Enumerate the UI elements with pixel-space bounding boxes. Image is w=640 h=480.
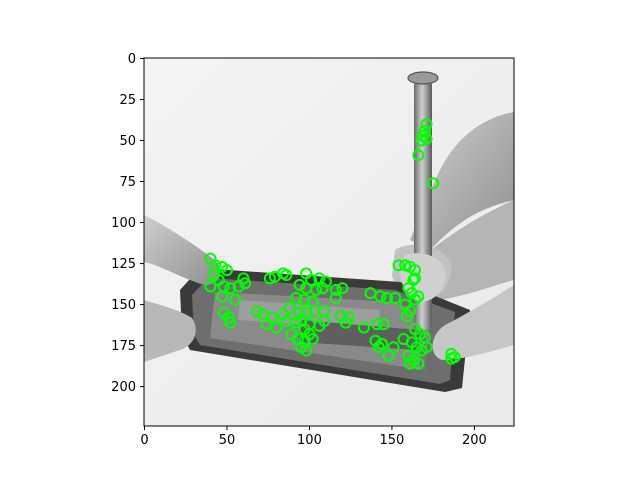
keypoint-marker (298, 293, 311, 306)
plot-frame (143, 57, 515, 427)
x-tick-label: 0 (140, 433, 148, 448)
keypoint-marker (280, 269, 293, 282)
x-tick-label: 100 (297, 433, 322, 448)
y-axis-ticks: 0 25 50 75 100 125 150 175 200 (111, 52, 144, 395)
y-tick-label: 25 (119, 93, 136, 108)
keypoint-marker (357, 321, 370, 334)
keypoint-marker (306, 333, 319, 346)
x-tick-label: 50 (219, 433, 236, 448)
keypoint-marker (224, 282, 237, 295)
keypoint-marker (397, 333, 410, 346)
keypoint-marker (300, 344, 313, 357)
keypoint-marker (336, 282, 349, 295)
keypoint-marker (412, 290, 425, 303)
keypoint-marker (220, 264, 233, 277)
keypoint-marker (270, 321, 283, 334)
keypoint-marker (389, 292, 402, 305)
keypoint-marker (310, 283, 323, 296)
keypoint-marker (412, 149, 425, 162)
keypoint-marker (405, 287, 418, 300)
keypoint-marker (293, 278, 306, 291)
keypoint-marker (392, 259, 405, 272)
keypoint-marker (316, 282, 329, 295)
y-tick-label: 0 (128, 52, 136, 67)
keypoint-marker (290, 316, 303, 329)
keypoint-marker (404, 357, 417, 370)
keypoint-marker (229, 293, 242, 306)
keypoint-marker (318, 315, 331, 327)
x-tick-label: 150 (380, 433, 405, 448)
y-tick-label: 175 (111, 339, 136, 354)
keypoint-marker (376, 337, 389, 350)
y-tick-label: 125 (111, 257, 136, 272)
keypoint-marker (319, 275, 332, 288)
keypoint-marker (420, 118, 433, 131)
keypoint-marker (283, 301, 296, 314)
keypoint-marker (409, 293, 422, 306)
keypoint-marker (343, 311, 356, 324)
keypoint-marker (427, 177, 440, 190)
keypoint-marker (239, 277, 252, 290)
x-axis-ticks: 0 50 100 150 200 (140, 426, 487, 448)
keypoint-marker (250, 305, 263, 318)
keypoint-marker (409, 272, 422, 285)
keypoint-marker (377, 318, 390, 331)
keypoint-marker (380, 292, 393, 305)
keypoint-marker (420, 341, 433, 354)
keypoint-marker (298, 323, 311, 336)
keypoint-markers (204, 118, 461, 370)
y-tick-label: 100 (111, 216, 136, 231)
keypoint-marker (204, 280, 217, 293)
keypoint-marker (290, 292, 303, 305)
y-tick-label: 200 (111, 380, 136, 395)
y-tick-label: 150 (111, 298, 136, 313)
keypoint-marker (448, 351, 461, 364)
phone-repair-photo (144, 58, 514, 426)
keypoint-marker (372, 341, 385, 354)
keypoint-marker (420, 132, 433, 145)
keypoint-marker (369, 334, 382, 347)
keypoint-marker (371, 318, 384, 331)
y-tick-label: 50 (119, 134, 136, 149)
keypoint-marker (329, 283, 342, 296)
keypoint-marker (412, 357, 425, 370)
keypoint-marker (387, 341, 400, 354)
keypoint-marker (224, 316, 237, 329)
keypoint-marker (329, 292, 342, 305)
x-tick-label: 200 (462, 433, 487, 448)
keypoint-marker (277, 308, 290, 321)
y-tick-label: 75 (119, 175, 136, 190)
keypoint-marker (404, 305, 417, 318)
keypoint-marker (445, 347, 458, 360)
keypoint-marker (216, 290, 229, 303)
keypoint-marker (374, 290, 387, 303)
